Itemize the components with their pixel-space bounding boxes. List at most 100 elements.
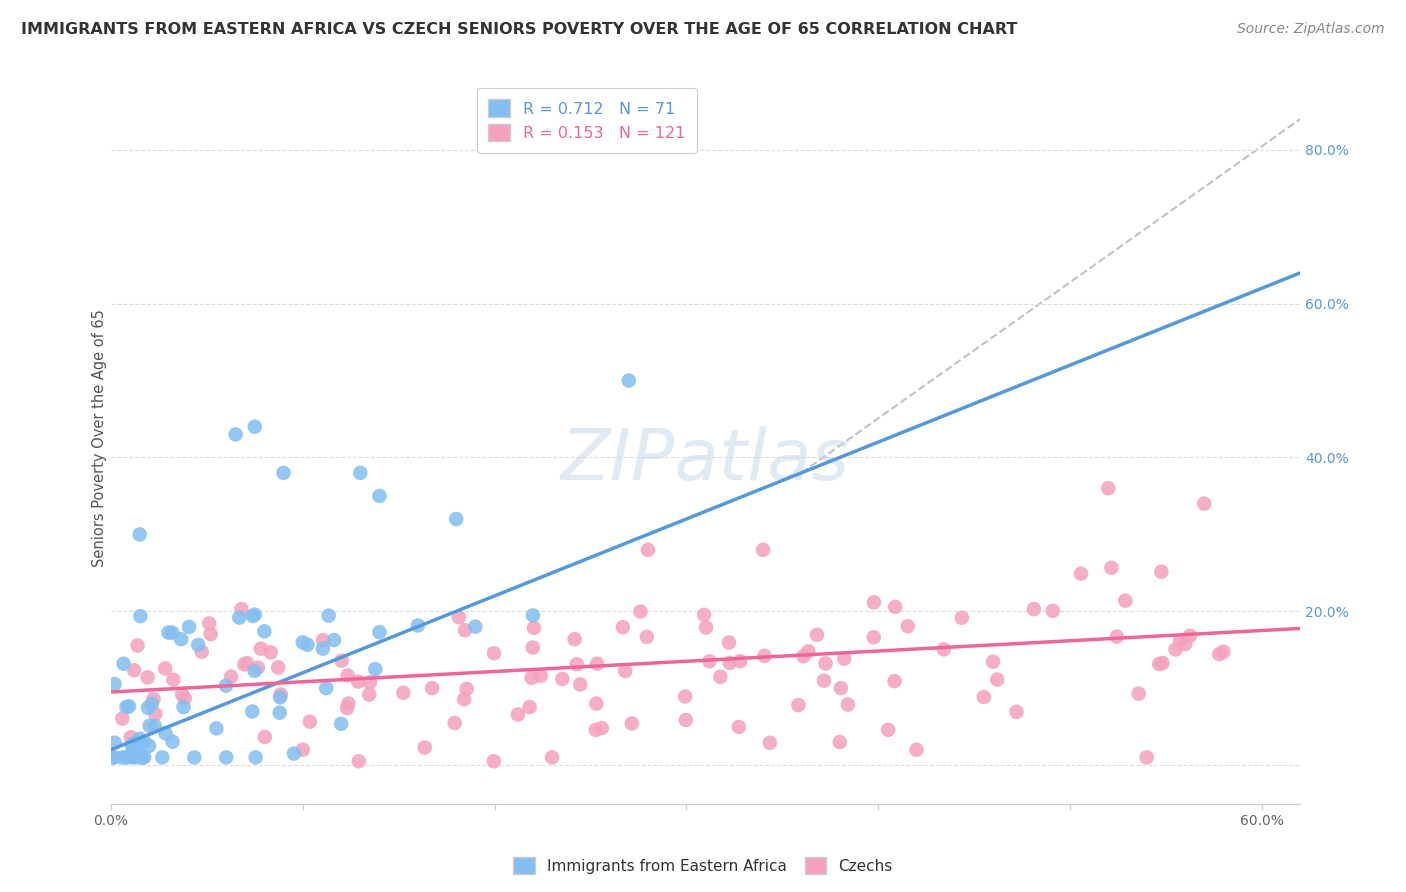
Point [612,620,634,634]
Point [297,638,319,652]
Point [787,698,810,712]
Point [1192,497,1215,511]
Point [877,723,900,737]
Point [153,661,176,675]
Text: IMMIGRANTS FROM EASTERN AFRICA VS CZECH SENIORS POVERTY OVER THE AGE OF 65 CORRE: IMMIGRANTS FROM EASTERN AFRICA VS CZECH … [21,22,1018,37]
Point [862,630,884,644]
Point [752,542,775,557]
Point [693,607,716,622]
Point [122,744,145,758]
Point [205,722,228,736]
Point [541,750,564,764]
Point [128,750,150,764]
Point [228,610,250,624]
Point [981,655,1004,669]
Point [565,657,588,672]
Point [243,664,266,678]
Point [359,688,381,702]
Point [138,719,160,733]
Point [330,654,353,668]
Point [1178,629,1201,643]
Point [283,747,305,761]
Point [273,466,295,480]
Point [718,635,741,649]
Point [298,714,321,729]
Point [506,707,529,722]
Point [522,608,544,623]
Point [136,701,159,715]
Point [246,661,269,675]
Point [986,673,1008,687]
Point [1212,645,1234,659]
Point [134,734,156,748]
Point [519,700,541,714]
Point [128,527,150,541]
Point [101,750,124,764]
Point [932,642,955,657]
Point [1105,630,1128,644]
Point [270,688,292,702]
Point [103,750,125,764]
Point [617,374,640,388]
Point [259,645,281,659]
Point [131,750,153,764]
Point [1042,604,1064,618]
Point [269,706,291,720]
Point [551,672,574,686]
Point [630,605,652,619]
Point [243,419,266,434]
Point [122,750,145,764]
Point [637,542,659,557]
Point [157,625,180,640]
Point [728,654,751,668]
Point [240,705,263,719]
Point [368,625,391,640]
Point [453,692,475,706]
Point [1128,687,1150,701]
Point [1174,637,1197,651]
Point [675,713,697,727]
Point [1022,602,1045,616]
Point [115,750,138,764]
Point [591,721,613,735]
Y-axis label: Seniors Poverty Over the Age of 65: Seniors Poverty Over the Age of 65 [93,310,107,567]
Point [318,608,340,623]
Point [170,687,193,701]
Point [813,673,835,688]
Point [636,630,658,644]
Point [837,698,859,712]
Point [122,663,145,677]
Point [150,750,173,764]
Point [586,657,609,671]
Point [420,681,443,696]
Point [444,512,467,526]
Point [250,641,273,656]
Point [112,657,135,671]
Point [143,719,166,733]
Point [413,740,436,755]
Point [138,739,160,753]
Point [482,754,505,768]
Point [200,627,222,641]
Point [482,646,505,660]
Text: ZIPatlas: ZIPatlas [561,425,851,495]
Point [162,625,184,640]
Point [225,427,247,442]
Point [173,691,195,706]
Point [253,730,276,744]
Point [330,716,353,731]
Point [1164,642,1187,657]
Point [245,750,267,764]
Legend: Immigrants from Eastern Africa, Czechs: Immigrants from Eastern Africa, Czechs [508,851,898,880]
Point [1208,647,1230,661]
Point [614,664,637,678]
Point [832,651,855,665]
Point [183,750,205,764]
Point [231,602,253,616]
Point [103,677,125,691]
Point [215,750,238,764]
Point [233,657,256,672]
Point [190,645,212,659]
Point [973,690,995,704]
Point [883,674,905,689]
